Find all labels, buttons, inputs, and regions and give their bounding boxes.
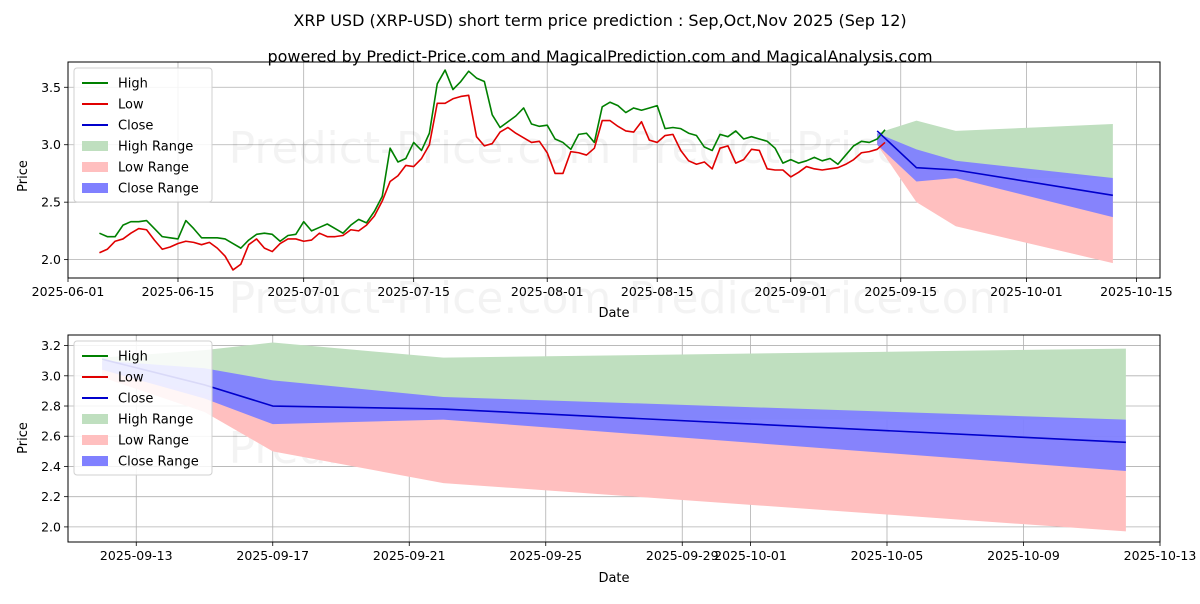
x-tick-label: 2025-06-01	[32, 284, 105, 299]
x-tick-label: 2025-09-21	[373, 548, 446, 563]
legend-label: High	[118, 77, 148, 92]
y-tick-label: 2.5	[41, 195, 61, 210]
legend-swatch	[82, 162, 108, 172]
legend-swatch	[82, 141, 108, 151]
x-tick-label: 2025-08-01	[511, 284, 584, 299]
legend-label: Close Range	[118, 455, 199, 470]
y-tick-label: 3.5	[41, 80, 61, 95]
close-range-band	[102, 360, 1126, 471]
x-tick-label: 2025-10-01	[990, 284, 1063, 299]
top-marks	[99, 69, 1113, 271]
x-tick-label: 2025-09-29	[646, 548, 719, 563]
legend-label: Low Range	[118, 434, 189, 449]
top-y-axis-label: Price	[16, 160, 31, 192]
legend-label: High Range	[118, 140, 193, 155]
legend-swatch	[82, 183, 108, 193]
chart-subtitle: powered by Predict-Price.com and Magical…	[267, 47, 932, 66]
x-tick-label: 2025-09-13	[100, 548, 173, 563]
x-tick-label: 2025-10-01	[714, 548, 787, 563]
top-panel: Predict-Price.com Predict-Price.com Pred…	[16, 61, 1173, 324]
x-tick-label: 2025-09-25	[509, 548, 582, 563]
close-forecast-line	[876, 130, 1113, 197]
legend-label: Close	[118, 392, 153, 407]
close-range-band	[877, 133, 1113, 218]
legend-box	[73, 67, 213, 203]
legend-label: High Range	[118, 413, 193, 428]
x-tick-label: 2025-09-01	[754, 284, 827, 299]
y-tick-label: 2.8	[41, 399, 61, 414]
x-tick-label: 2025-09-17	[236, 548, 309, 563]
legend-label: Low	[118, 371, 144, 386]
y-tick-label: 3.0	[41, 368, 61, 383]
x-tick-label: 2025-07-01	[267, 284, 340, 299]
y-tick-label: 2.6	[41, 429, 61, 444]
bottom-y-axis-label: Price	[16, 422, 31, 454]
chart-title: XRP USD (XRP-USD) short term price predi…	[293, 11, 906, 30]
high-series-line	[99, 69, 886, 249]
legend-label: High	[118, 350, 148, 365]
top-x-axis-label: Date	[598, 306, 629, 321]
x-tick-label: 2025-06-15	[142, 284, 215, 299]
x-tick-label: 2025-10-15	[1100, 284, 1173, 299]
legend-label: Low Range	[118, 161, 189, 176]
bottom-marks	[101, 342, 1126, 532]
legend-swatch	[82, 414, 108, 424]
y-tick-label: 2.0	[41, 252, 61, 267]
y-tick-label: 2.0	[41, 519, 61, 534]
bottom-ticks: 2025-09-13 2025-09-17 2025-09-21 2025-09-25…	[41, 338, 1196, 563]
legend-label: Close	[118, 119, 153, 134]
x-tick-label: 2025-08-15	[621, 284, 694, 299]
x-tick-label: 2025-10-13	[1124, 548, 1197, 563]
top-legend: High Low Close High Range Low Range Close Ran…	[73, 67, 213, 203]
x-tick-label: 2025-10-09	[987, 548, 1060, 563]
bottom-x-axis-label: Date	[598, 571, 629, 586]
bottom-panel: Predict-Price.com Predict-Price.com 2025…	[16, 334, 1196, 586]
legend-label: Close Range	[118, 182, 199, 197]
bottom-plot-frame	[67, 334, 1161, 543]
y-tick-label: 2.4	[41, 459, 61, 474]
legend-swatch	[82, 435, 108, 445]
x-tick-label: 2025-10-05	[851, 548, 924, 563]
low-series-line	[99, 94, 886, 271]
top-plot-frame	[67, 61, 1161, 279]
legend-swatch	[82, 456, 108, 466]
x-tick-label: 2025-09-15	[864, 284, 937, 299]
y-tick-label: 3.2	[41, 338, 61, 353]
bottom-legend: High Low Close High Range Low Range Close Ran…	[73, 340, 213, 476]
y-tick-label: 2.2	[41, 489, 61, 504]
y-tick-label: 3.0	[41, 137, 61, 152]
top-ticks: 2025-06-01 2025-06-15 2025-07-01 2025-07-15…	[32, 80, 1173, 299]
legend-box	[73, 340, 213, 476]
legend-label: Low	[118, 98, 144, 113]
x-tick-label: 2025-07-15	[377, 284, 450, 299]
top-watermark-4: Predict-Price.com	[629, 273, 1012, 324]
